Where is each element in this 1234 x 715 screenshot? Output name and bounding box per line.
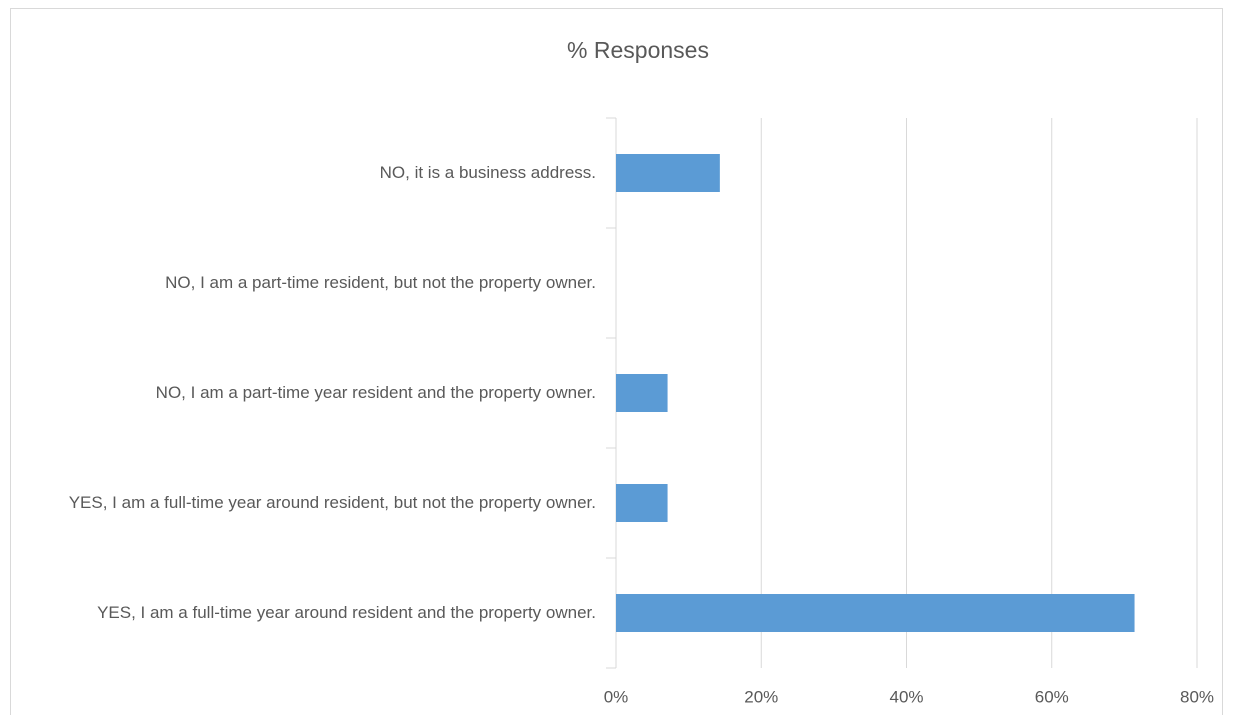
x-tick-label: 40%	[889, 687, 923, 706]
chart-border	[10, 8, 1223, 715]
bar	[616, 154, 720, 192]
bar	[616, 374, 668, 412]
chart-title: % Responses	[567, 37, 709, 63]
x-tick-label: 80%	[1180, 687, 1214, 706]
y-tick-label: YES, I am a full-time year around reside…	[68, 493, 596, 512]
y-tick-label: NO, it is a business address.	[379, 163, 596, 182]
bar	[616, 594, 1135, 632]
x-tick-label: 20%	[744, 687, 778, 706]
x-tick-label: 0%	[604, 687, 629, 706]
y-tick-label: NO, I am a part-time year resident and t…	[155, 383, 596, 402]
x-tick-label: 60%	[1035, 687, 1069, 706]
bar	[616, 484, 668, 522]
y-tick-label: YES, I am a full-time year around reside…	[97, 603, 596, 622]
y-tick-label: NO, I am a part-time resident, but not t…	[165, 273, 596, 292]
